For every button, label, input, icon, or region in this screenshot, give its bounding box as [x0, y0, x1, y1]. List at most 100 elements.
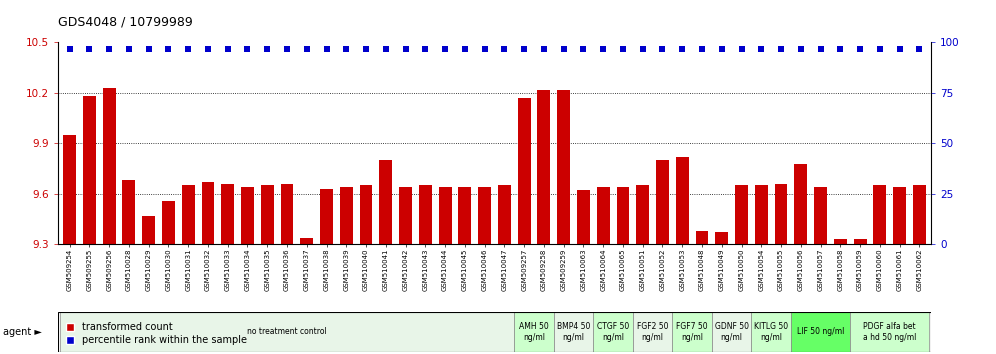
Point: [417, 46, 433, 51]
Bar: [478, 187, 491, 244]
Bar: [913, 185, 926, 244]
Text: KITLG 50
ng/ml: KITLG 50 ng/ml: [754, 322, 788, 342]
Bar: [201, 182, 214, 244]
Bar: [399, 187, 412, 244]
Point: [536, 46, 552, 51]
Point: [872, 46, 887, 51]
Point: [259, 46, 275, 51]
Bar: [656, 160, 669, 244]
Point: [339, 46, 355, 51]
Point: [121, 46, 136, 51]
Bar: [320, 189, 333, 244]
Point: [299, 46, 315, 51]
FancyBboxPatch shape: [851, 312, 929, 352]
Bar: [142, 216, 155, 244]
Point: [82, 46, 98, 51]
Bar: [636, 185, 649, 244]
Text: GDS4048 / 10799989: GDS4048 / 10799989: [58, 15, 192, 28]
Bar: [735, 185, 748, 244]
Point: [102, 46, 118, 51]
Bar: [775, 184, 788, 244]
Text: FGF2 50
ng/ml: FGF2 50 ng/ml: [636, 322, 668, 342]
Point: [833, 46, 849, 51]
Bar: [795, 164, 807, 244]
Bar: [261, 185, 274, 244]
Point: [359, 46, 374, 51]
Bar: [340, 187, 353, 244]
Point: [911, 46, 927, 51]
Point: [62, 46, 78, 51]
Bar: [63, 135, 76, 244]
Point: [556, 46, 572, 51]
Bar: [182, 185, 194, 244]
Point: [654, 46, 670, 51]
Bar: [814, 187, 827, 244]
Bar: [221, 184, 234, 244]
Point: [596, 46, 612, 51]
Bar: [577, 190, 590, 244]
Bar: [617, 187, 629, 244]
Point: [753, 46, 769, 51]
FancyBboxPatch shape: [632, 312, 672, 352]
Bar: [854, 239, 867, 244]
Bar: [379, 160, 392, 244]
Text: BMP4 50
ng/ml: BMP4 50 ng/ml: [557, 322, 591, 342]
Bar: [498, 185, 511, 244]
Text: LIF 50 ng/ml: LIF 50 ng/ml: [797, 327, 845, 336]
FancyBboxPatch shape: [751, 312, 791, 352]
Point: [397, 46, 413, 51]
FancyBboxPatch shape: [791, 312, 851, 352]
Text: FGF7 50
ng/ml: FGF7 50 ng/ml: [676, 322, 708, 342]
Point: [239, 46, 255, 51]
Point: [773, 46, 789, 51]
Bar: [360, 185, 373, 244]
Point: [319, 46, 335, 51]
Text: PDGF alfa bet
a hd 50 ng/ml: PDGF alfa bet a hd 50 ng/ml: [864, 322, 916, 342]
Point: [200, 46, 216, 51]
Bar: [518, 98, 531, 244]
Bar: [873, 185, 886, 244]
FancyBboxPatch shape: [554, 312, 594, 352]
Bar: [162, 200, 175, 244]
Bar: [538, 90, 551, 244]
Point: [694, 46, 710, 51]
Bar: [438, 187, 451, 244]
Bar: [834, 239, 847, 244]
FancyBboxPatch shape: [712, 312, 751, 352]
Legend: transformed count, percentile rank within the sample: transformed count, percentile rank withi…: [63, 319, 251, 349]
Point: [615, 46, 630, 51]
Bar: [676, 157, 688, 244]
Point: [140, 46, 156, 51]
Bar: [458, 187, 471, 244]
Bar: [597, 187, 610, 244]
Point: [516, 46, 532, 51]
Point: [734, 46, 750, 51]
Bar: [281, 184, 294, 244]
Point: [674, 46, 690, 51]
FancyBboxPatch shape: [594, 312, 632, 352]
Bar: [123, 181, 135, 244]
Bar: [241, 187, 254, 244]
Bar: [715, 233, 728, 244]
Bar: [893, 187, 906, 244]
Point: [634, 46, 650, 51]
FancyBboxPatch shape: [60, 312, 514, 352]
Text: no treatment control: no treatment control: [247, 327, 327, 336]
Bar: [103, 88, 116, 244]
Point: [160, 46, 176, 51]
Text: agent ►: agent ►: [3, 327, 42, 337]
Point: [477, 46, 493, 51]
Point: [793, 46, 809, 51]
Text: CTGF 50
ng/ml: CTGF 50 ng/ml: [597, 322, 629, 342]
Point: [813, 46, 829, 51]
Bar: [557, 90, 570, 244]
Bar: [301, 238, 313, 244]
Point: [576, 46, 592, 51]
Point: [220, 46, 236, 51]
Point: [279, 46, 295, 51]
Bar: [419, 185, 432, 244]
Point: [180, 46, 196, 51]
Point: [437, 46, 453, 51]
Text: AMH 50
ng/ml: AMH 50 ng/ml: [519, 322, 549, 342]
Bar: [755, 185, 768, 244]
